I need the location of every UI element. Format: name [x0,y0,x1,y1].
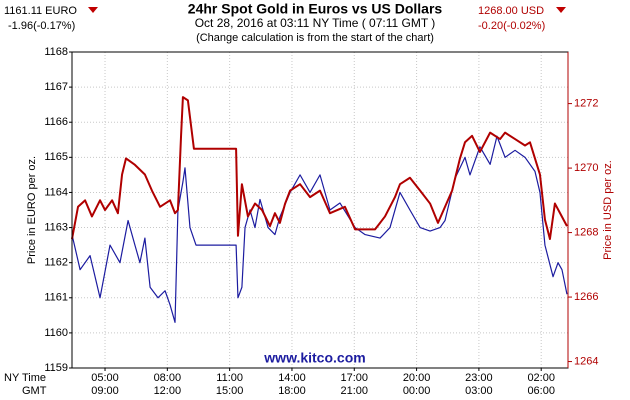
y-tick-label: 1159 [44,362,68,374]
x-tick-label: 14:00 [278,372,306,384]
y2-tick-label: 1270 [574,162,598,174]
y2-axis-label: Price in USD per oz. [602,160,614,260]
y2-tick-label: 1272 [574,97,598,109]
down-arrow [88,7,98,13]
right-price: 1268.00 USD [478,5,544,17]
left-price: 1161.11 EURO [4,5,77,17]
y-tick-label: 1160 [44,327,68,339]
series [71,96,568,323]
watermark: www.kitco.com [263,350,365,366]
y-tick-label: 1165 [44,151,68,163]
x-tick-label-gmt: 03:00 [465,385,493,397]
y-tick-label: 1161 [44,292,68,304]
y-tick-label: 1164 [44,186,68,198]
y-tick-label: 1163 [44,221,68,233]
x-tick-label: 17:00 [341,372,369,384]
down-arrow [556,7,566,13]
y-axis-label: Price in EURO per oz. [26,156,38,264]
x-row-label: NY Time [4,372,46,384]
chart-note: (Change calculation is from the start of… [196,32,434,44]
y2-tick-label: 1266 [574,291,598,303]
x-tick-label: 23:00 [465,372,493,384]
x-tick-label-gmt: 12:00 [154,385,182,397]
x-tick-label-gmt: 06:00 [527,385,555,397]
x-row-label: GMT [22,385,47,397]
x-tick-label: 05:00 [91,372,119,384]
y-tick-label: 1166 [44,116,68,128]
plot-area [72,52,568,368]
x-tick-label: 11:00 [216,372,243,384]
chart-subtitle: Oct 28, 2016 at 03:11 NY Time ( 07:11 GM… [195,16,436,30]
y2-tick-label: 1268 [574,226,598,238]
y-tick-label: 1162 [44,257,68,269]
y2-tick-label: 1264 [574,355,598,367]
chart-title: 24hr Spot Gold in Euros vs US Dollars [188,1,443,17]
series-line [71,96,568,241]
x-tick-label: 02:00 [527,372,555,384]
x-tick-label-gmt: 09:00 [91,385,119,397]
x-tick-label: 08:00 [154,372,182,384]
left-change: -1.96(-0.17%) [8,20,75,32]
y-tick-label: 1168 [44,46,68,58]
x-tick-label-gmt: 18:00 [278,385,306,397]
x-tick-label-gmt: 21:00 [341,385,369,397]
x-tick-label-gmt: 00:00 [403,385,431,397]
y-tick-label: 1167 [44,81,68,93]
series-line [71,135,568,323]
x-tick-label: 20:00 [403,372,431,384]
x-tick-label-gmt: 15:00 [216,385,244,397]
right-change: -0.20(-0.02%) [478,20,545,32]
